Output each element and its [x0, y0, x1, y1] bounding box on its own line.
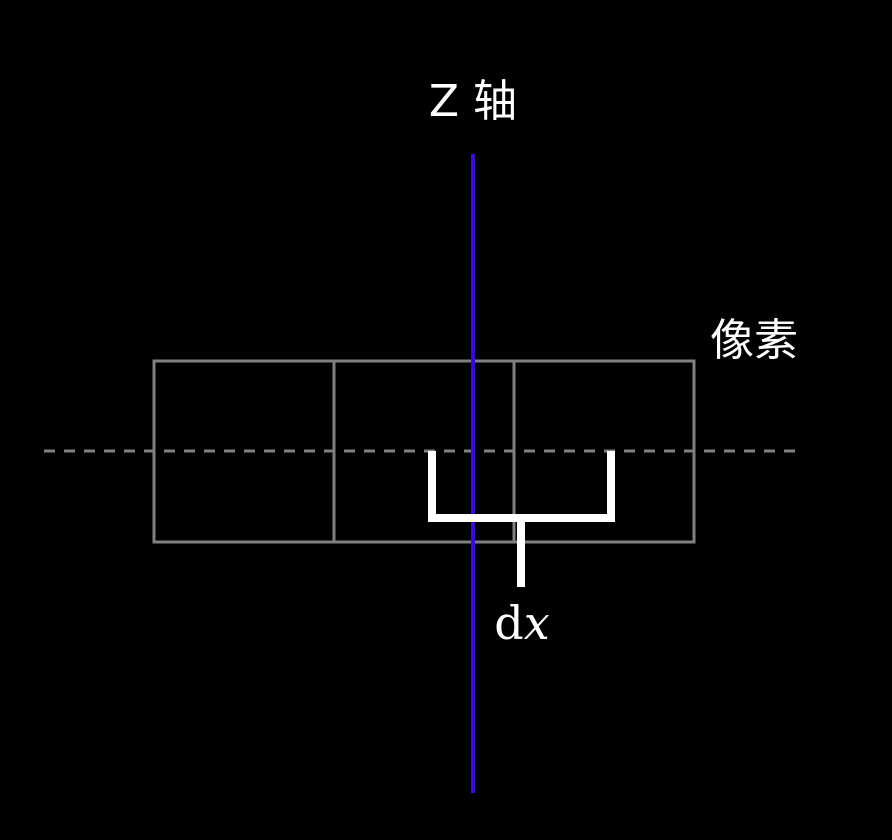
pixel-label: 像素 [710, 315, 798, 366]
z-axis-label: Z 轴 [429, 76, 517, 127]
dx-bracket [428, 451, 615, 587]
dx-bracket-arms [428, 451, 615, 522]
dx-label: dx [494, 596, 549, 650]
dx-label-x: x [524, 596, 550, 650]
dx-label-d: d [494, 596, 523, 650]
